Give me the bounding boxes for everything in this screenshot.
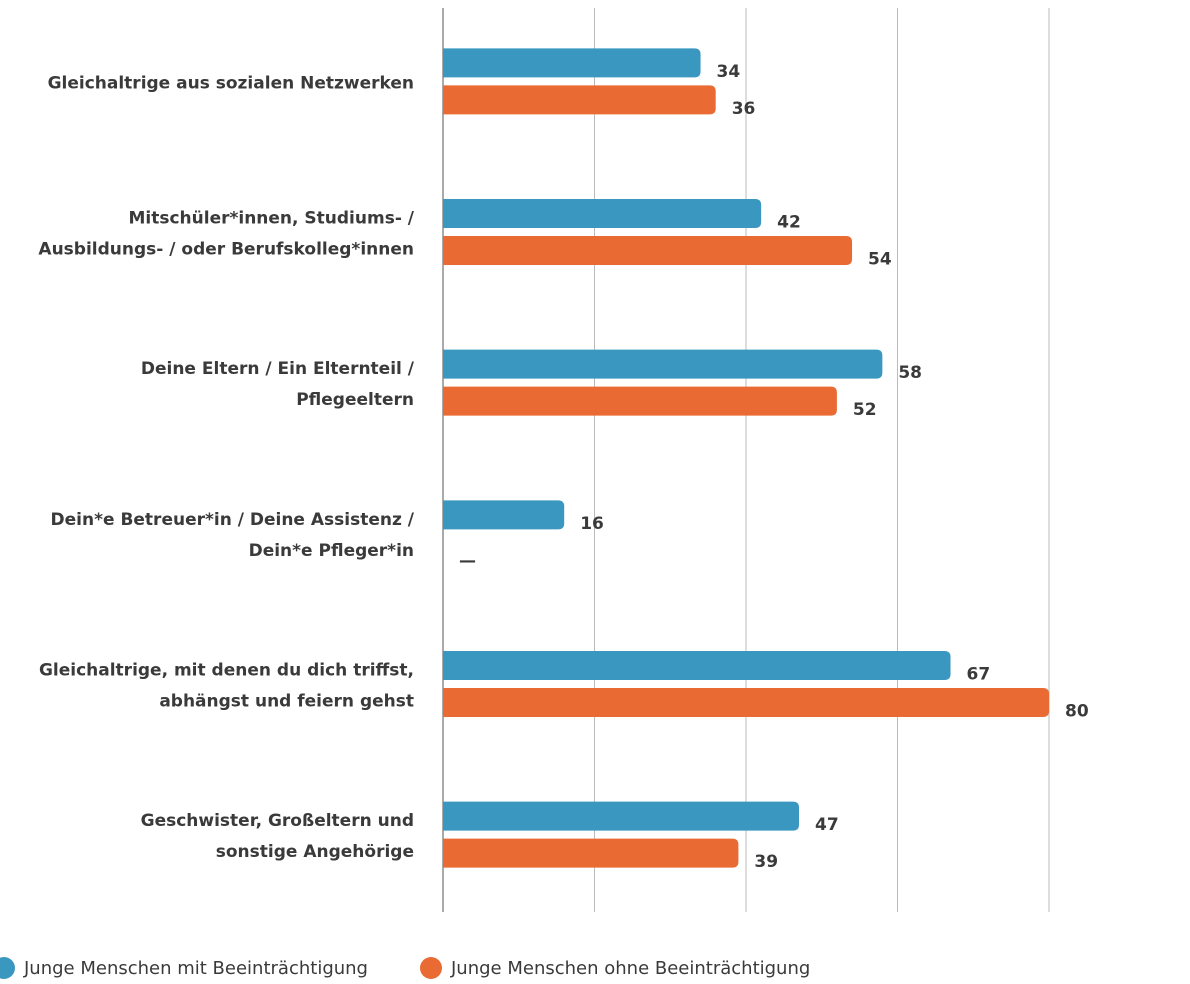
bar [443, 199, 762, 228]
value-label: 47 [815, 815, 839, 835]
category-label: Dein*e Betreuer*in / Deine Assistenz / De… [51, 510, 415, 561]
value-label: 58 [898, 363, 922, 383]
bar [443, 500, 565, 530]
category-label: Gleichaltrige aus sozialen Netzwerken [48, 73, 414, 93]
value-label: — [459, 551, 476, 571]
value-label: 52 [853, 400, 877, 420]
bar [443, 838, 739, 868]
legend-label: Junge Menschen ohne Beeinträchtigung [450, 958, 810, 979]
value-label: 42 [777, 213, 801, 233]
category-label: Mitschüler*innen, Studiums- / Ausbildungs… [38, 209, 414, 260]
legend-label: Junge Menschen mit Beeinträchtigung [23, 958, 368, 979]
category-label: Geschwister, Großeltern und sonstige Ange… [141, 811, 414, 862]
category-label: Deine Eltern / Ein Elternteil / Pflegeelt… [141, 359, 415, 410]
legend-swatch [420, 957, 442, 979]
bar [443, 651, 951, 680]
legend-swatch [0, 957, 15, 979]
bar [443, 801, 800, 831]
bar [443, 688, 1049, 717]
value-label: 36 [732, 99, 756, 119]
bar [443, 386, 837, 416]
bar [443, 48, 701, 78]
value-label: 54 [868, 250, 892, 270]
bar [443, 236, 853, 265]
value-label: 39 [754, 852, 778, 872]
value-label: 80 [1065, 702, 1089, 722]
bar [443, 85, 716, 115]
category-label: Gleichaltrige, mit denen du dich triffst… [39, 661, 414, 712]
value-label: 67 [967, 665, 991, 685]
value-label: 34 [717, 62, 741, 82]
bar [443, 349, 883, 379]
value-label: 16 [580, 514, 604, 534]
